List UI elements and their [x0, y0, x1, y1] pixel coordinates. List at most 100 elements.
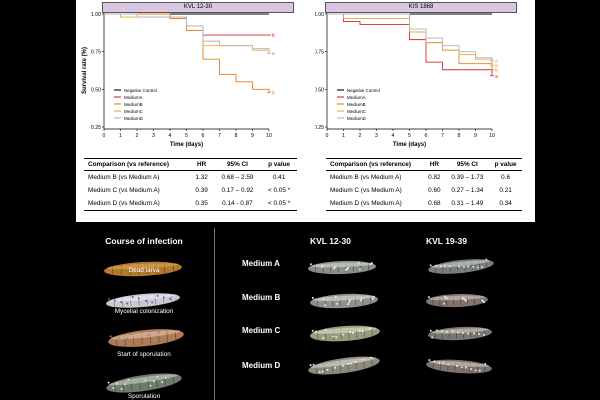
larva-body — [428, 258, 494, 274]
y-tick-label: 1.00 — [315, 12, 324, 18]
spore-spot — [332, 335, 335, 338]
spore-spot — [342, 333, 345, 336]
significance-letter: b — [272, 33, 275, 39]
spore-spot — [478, 333, 481, 336]
spore-spot — [151, 301, 154, 304]
larva-shape — [310, 293, 378, 309]
table-row: Medium C (vs Medium A) 0.60 0.27 – 1.34 … — [326, 184, 522, 197]
table-cell: < 0.05 * — [261, 197, 297, 211]
spore-spot — [107, 298, 110, 301]
spore-spot — [318, 370, 321, 373]
x-tick-label: 5 — [408, 133, 411, 139]
medium-label: Medium A — [242, 259, 280, 268]
table-cell: 0.21 — [499, 187, 512, 194]
spore-spot — [456, 365, 459, 368]
spore-spot — [371, 297, 374, 300]
y-tick-label: 0.75 — [315, 50, 324, 56]
larva-image-colonized — [102, 290, 184, 316]
spore-spot — [442, 362, 445, 365]
table-row: Medium C (vs Medium A) 0.39 0.17 – 0.92 … — [84, 184, 297, 197]
table-cell: 0.17 – 0.92 — [221, 187, 254, 194]
spore-spot — [161, 381, 164, 384]
table-cell: Medium B (vs Medium A) — [330, 174, 402, 181]
x-tick-label: 6 — [425, 133, 428, 139]
spore-spot — [369, 263, 372, 266]
spore-spot — [342, 364, 345, 367]
chart-title: KVL 12-30 — [102, 2, 294, 13]
spore-spot — [445, 330, 448, 333]
spore-spot — [113, 299, 116, 302]
table-cell: 0.60 — [428, 187, 441, 194]
spore-spot — [362, 358, 365, 361]
legend-label: MediumC — [124, 109, 143, 114]
table-cell: 0.35 — [189, 197, 214, 211]
survival-plot: 0 1 2 3 4 5 6 7 8 9 10 Time (days) 0.25 0.50 0.75 1.00 a… — [314, 12, 498, 148]
spore-spot — [345, 269, 348, 272]
spore-spot — [309, 364, 312, 367]
spore-spot — [456, 331, 459, 334]
column-header: 95% CI — [213, 158, 262, 171]
larva-body — [104, 261, 182, 277]
spore-spot — [483, 333, 486, 336]
y-tick-label: 0.50 — [315, 87, 324, 93]
spore-spot — [326, 368, 329, 371]
survival-panel: KVL 12-30 0 1 2 3 4 5 6 7 8 9 10 Time (days) 0.25 0.5… — [76, 0, 535, 222]
larva-highlight — [110, 330, 181, 340]
spore-spot — [485, 258, 488, 261]
x-tick-label: 7 — [441, 133, 444, 139]
larva-drawing — [426, 359, 492, 374]
x-tick-label: 4 — [169, 133, 172, 139]
x-tick-label: 0 — [103, 133, 106, 139]
significance-letter: a — [495, 59, 498, 65]
column-header: Comparison (vs reference) — [84, 158, 190, 171]
stage-label: Mycelial colonization — [114, 308, 174, 315]
table-row: Medium B (vs Medium A) 0.82 0.39 – 1.73 … — [326, 171, 522, 185]
spore-spot — [312, 363, 315, 366]
table-row: Medium D (vs Medium A) 0.68 0.31 – 1.49 … — [326, 197, 522, 211]
spore-spot — [122, 342, 125, 345]
spore-spot — [120, 387, 123, 390]
table-cell: 0.39 – 1.73 — [451, 174, 484, 181]
spore-spot — [123, 383, 126, 386]
spore-spot — [146, 334, 149, 337]
larva-body — [106, 293, 180, 308]
table-cell: 0.31 – 1.49 — [445, 197, 490, 211]
table-cell: 0.41 — [272, 174, 286, 181]
spore-spot — [360, 297, 363, 300]
medium-label: Medium D — [242, 361, 281, 370]
larva-shape — [426, 293, 488, 308]
spore-spot — [175, 299, 178, 302]
course-of-infection-panel: Course of infection Dead larva Mycelial … — [74, 228, 215, 400]
survival-line-mediumd — [327, 13, 493, 61]
spore-spot — [144, 379, 147, 382]
larva-body — [308, 260, 376, 275]
section-title: Course of infection — [105, 236, 183, 246]
spore-spot — [149, 384, 152, 387]
spore-spot — [131, 296, 134, 299]
x-tick-label: 8 — [458, 133, 461, 139]
legend-label: MediumA — [124, 95, 143, 100]
spore-spot — [324, 328, 327, 331]
spore-spot — [125, 337, 128, 340]
table-row: Medium B (vs Medium A) 1.32 0.68 – 2.59 … — [84, 171, 297, 185]
spore-spot — [474, 369, 477, 372]
spore-spot — [324, 304, 327, 307]
table-cell: Medium C (vs Medium A) — [330, 187, 402, 194]
y-axis-label: Survival rate (%) — [82, 47, 88, 94]
x-tick-label: 9 — [474, 133, 477, 139]
spore-spot — [361, 330, 364, 333]
x-tick-label: 10 — [489, 133, 495, 139]
x-tick-label: 6 — [202, 133, 205, 139]
spore-spot — [461, 332, 464, 335]
spore-spot — [467, 332, 470, 335]
spore-spot — [359, 268, 362, 271]
legend-label: MediumD — [347, 116, 366, 121]
spore-spot — [372, 295, 375, 298]
spore-spot — [464, 366, 467, 369]
legend-label: MediumD — [124, 116, 143, 121]
spore-spot — [457, 265, 460, 268]
x-tick-label: 2 — [136, 133, 139, 139]
significance-letter: b — [272, 90, 275, 96]
spore-spot — [164, 376, 167, 379]
y-tick-label: 1.00 — [91, 12, 101, 18]
